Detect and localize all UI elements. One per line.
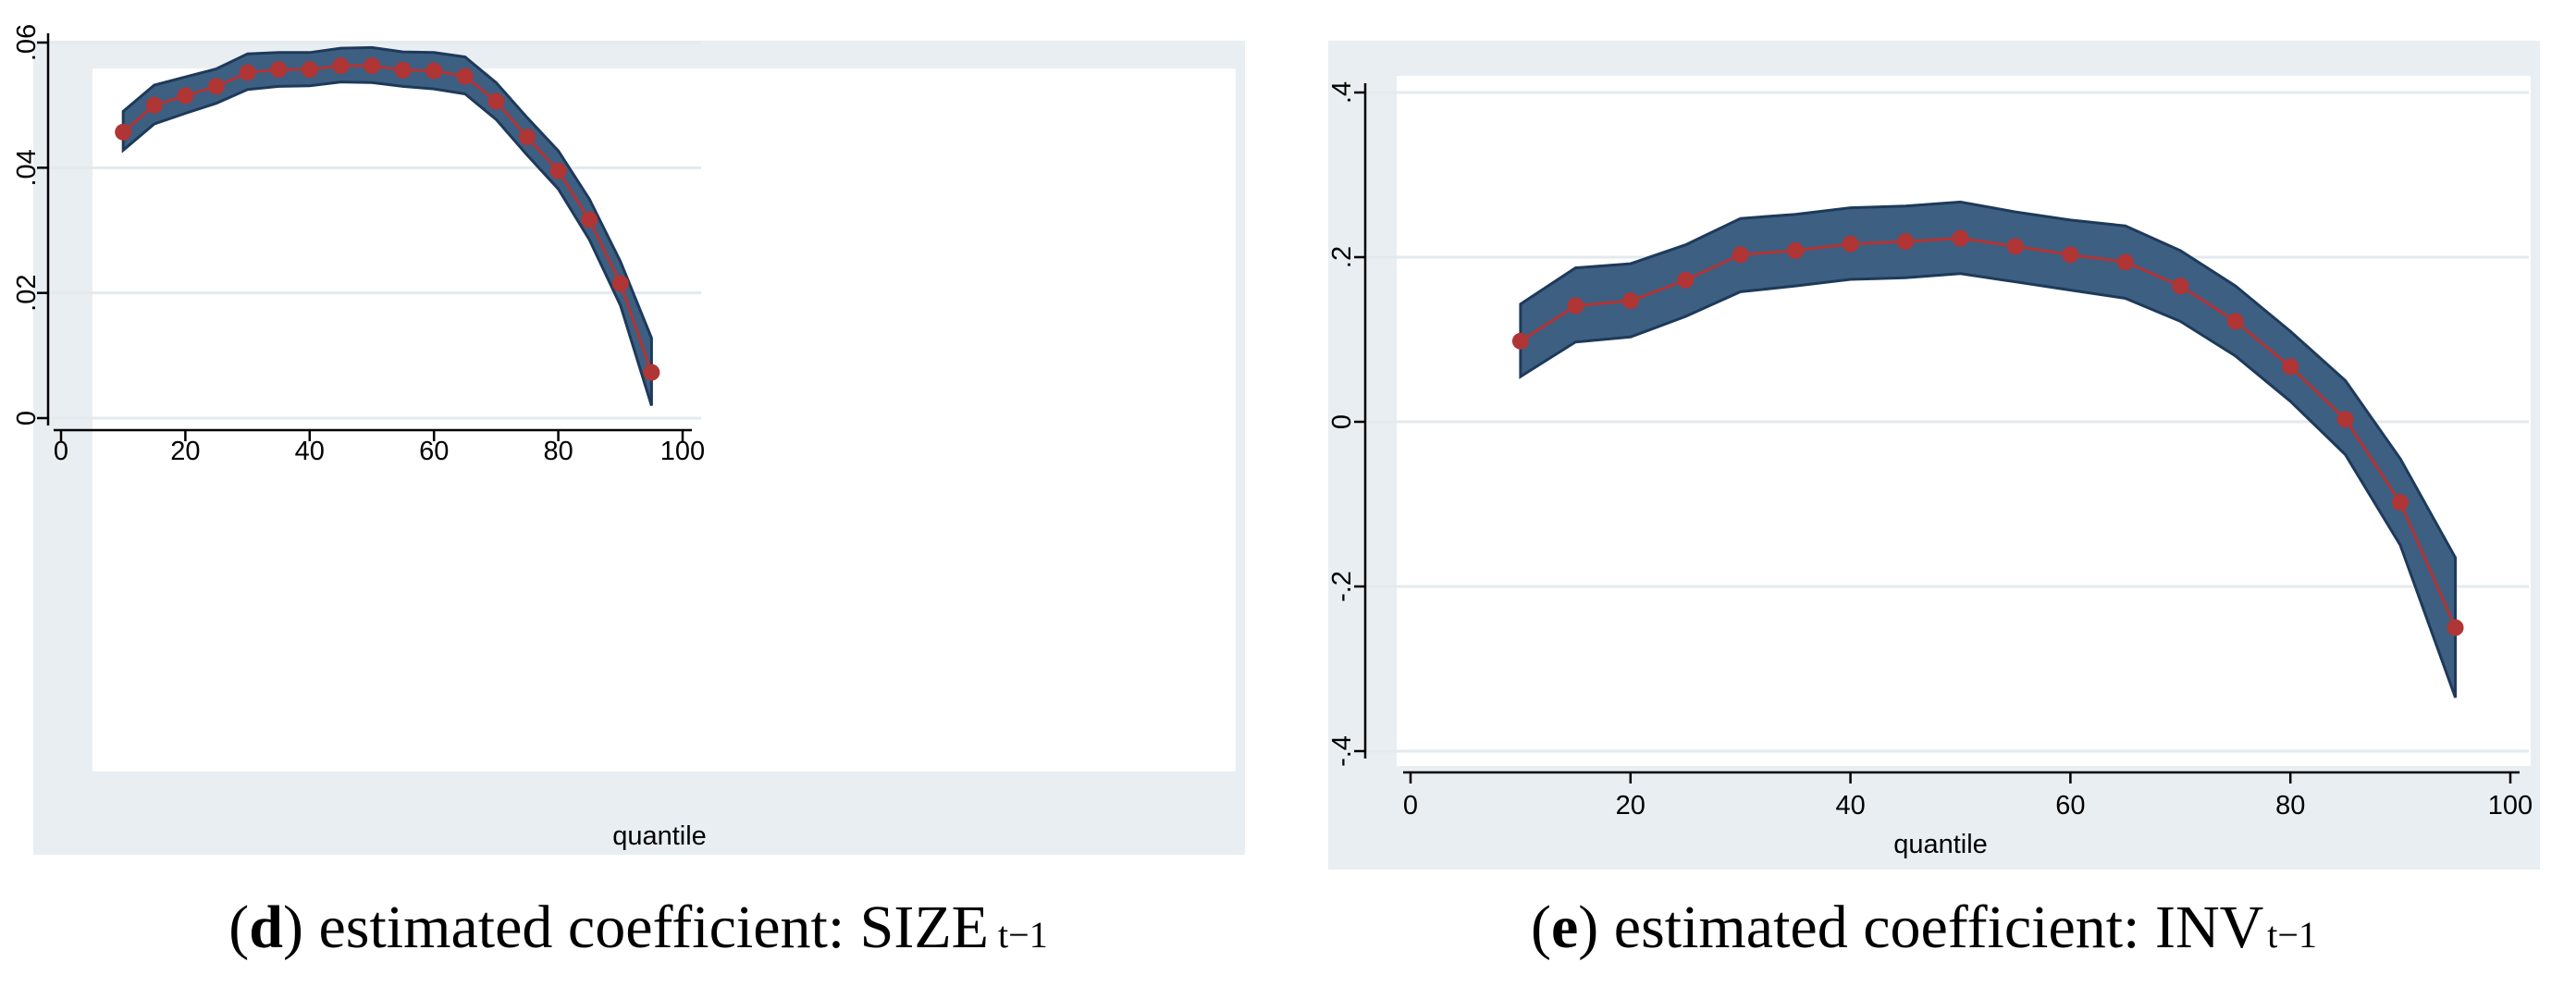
panel-d-point-q65 [456,68,474,85]
panel-d-point-q15 [145,96,163,114]
panel-d-caption-letter: d [249,894,283,961]
panel-e-x-tick-label-4: 80 [2275,791,2305,820]
panel-d-y-tick-label-0: 0 [12,411,42,426]
panel-e-y-tick-label-3: .2 [1327,246,1357,268]
panel-e-y-tick-label-4: .4 [1327,81,1357,104]
panel-d-point-q70 [487,93,505,110]
panel-d-y-tick-label-1: .02 [12,275,42,312]
panel-e-x-tick-label-5: 100 [2488,791,2533,820]
panel-d-point-q20 [177,87,194,105]
panel-e-point-q90 [2392,494,2410,512]
panel-e-point-q50 [1952,229,1969,247]
panel-d-x-tick-label-1: 20 [170,437,200,466]
panel-e-point-q30 [1732,246,1749,264]
panel-e-point-q10 [1511,332,1529,350]
panel-d-point-q35 [270,61,288,79]
panel-e-point-q70 [2172,278,2189,295]
panel-e-point-q20 [1621,292,1639,310]
panel-e-point-q65 [2116,253,2134,271]
panel-e-y-tick-label-1: -.2 [1327,571,1357,602]
panel-d-x-axis-label: quantile [612,821,707,851]
panel-e-point-q60 [2062,246,2079,264]
panel-e-caption-letter: e [1551,894,1578,961]
panel-e-point-q80 [2282,358,2299,376]
panel-d-data-points [115,57,660,381]
chart-panel-d: 0 .02 .04 .06 0 20 40 60 80 100 quantile (d) esti… [12,24,1245,961]
panel-d-plot-area [92,68,1236,771]
panel-e-caption-subscript: t−1 [2267,914,2317,956]
panel-d-point-q85 [581,211,598,228]
panel-d-point-q75 [519,129,536,146]
panel-e-point-q75 [2226,313,2244,330]
panel-d-point-q50 [364,57,380,75]
panel-e-x-tick-label-0: 0 [1403,791,1418,820]
panel-d-point-q80 [549,162,567,179]
panel-d-x-tick-label-4: 80 [543,437,573,466]
panel-e-y-tick-label-0: -.4 [1327,735,1357,767]
panel-d-point-q95 [643,364,660,381]
panel-d-x-tick-label-3: 60 [419,437,449,466]
panel-e-x-tick-label-3: 60 [2055,791,2085,820]
panel-e-point-q15 [1567,297,1584,315]
panel-e-x-tick-label-2: 40 [1835,791,1865,820]
panel-e-x-axis-label: quantile [1893,830,1988,859]
panel-e-x-tick-label-1: 20 [1616,791,1645,820]
panel-d-gridlines [48,41,701,420]
panel-e-y-tick-label-2: 0 [1327,414,1357,429]
panel-d-point-q40 [301,61,318,79]
panel-e-data-points [1511,229,2464,636]
panel-d-y-tick-label-3: .06 [12,24,42,61]
panel-d-x-tick-label-5: 100 [660,437,705,466]
panel-d-point-q90 [611,275,629,292]
panel-e-caption-text: estimated coefficient: INV [1614,894,2264,961]
panel-e-confidence-band [1519,200,2458,698]
panel-d-point-q10 [115,123,132,141]
panel-d-caption-subscript: t−1 [998,914,1048,956]
panel-e-point-q25 [1677,271,1695,289]
chart-panel-e: -.4 -.2 0 .2 .4 0 20 40 60 80 100 quantile (e) est… [1327,41,2540,961]
panel-d-caption-text: estimated coefficient: SIZE [318,894,989,961]
panel-d-point-q45 [332,57,350,75]
panel-e-point-q55 [2006,238,2024,255]
panel-d-point-q60 [425,62,443,80]
panel-d-x-tick-label-2: 40 [295,437,325,466]
panel-d-y-tick-label-2: .04 [12,149,42,186]
panel-e-coefficient-line [1520,236,2457,629]
panel-e-point-q40 [1842,235,1859,253]
panel-e-ticks: -.4 -.2 0 .2 .4 0 20 40 60 80 100 [1327,81,2533,820]
panel-e-point-q35 [1787,241,1805,259]
panel-d-ticks: 0 .02 .04 .06 0 20 40 60 80 100 [12,24,705,466]
panel-e-point-q85 [2336,411,2354,428]
panel-d-caption: (d) estimated coefficient: SIZE t−1 [228,894,1047,961]
panel-d-point-q25 [208,78,225,95]
panel-e-caption: (e) estimated coefficient: INV t−1 [1531,894,2317,961]
panel-e-point-q45 [1897,233,1915,251]
panel-d-point-q30 [239,64,256,81]
panel-d-x-tick-label-0: 0 [54,437,68,466]
panel-d-point-q55 [394,61,412,79]
panel-e-point-q95 [2447,619,2464,636]
